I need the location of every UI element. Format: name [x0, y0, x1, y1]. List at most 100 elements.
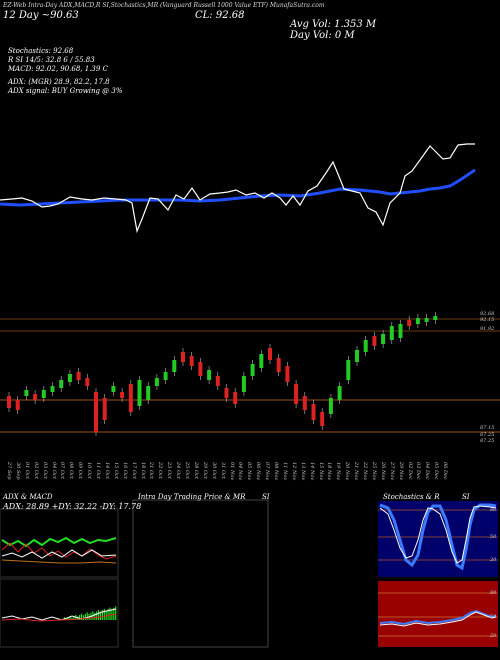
date-label: 14 Nov — [308, 462, 315, 481]
candle-body — [15, 400, 20, 410]
avg-volume: Avg Vol: 1.353 M — [290, 19, 377, 30]
candle-body — [363, 340, 368, 352]
macd-bar — [82, 615, 84, 620]
adx-panel — [0, 508, 119, 578]
price-line — [0, 143, 475, 234]
macd-white-line — [1, 608, 117, 621]
candle-body — [250, 364, 255, 376]
date-label: 01 Nov — [228, 462, 235, 481]
candle-body — [398, 324, 403, 338]
macd-bar — [115, 606, 117, 620]
date-label: 26 Nov — [379, 462, 386, 481]
candle-body — [181, 352, 185, 362]
date-label: 15 Nov — [317, 462, 324, 481]
candle-body — [328, 398, 333, 414]
macd-bar — [73, 616, 75, 620]
date-label: 10 Oct — [86, 462, 93, 479]
stochastics-panel — [378, 501, 498, 577]
adx-panel-title: ADX & MACD — [3, 493, 53, 501]
date-label: 18 Nov — [326, 462, 333, 481]
candle-body — [215, 376, 220, 386]
candle-body — [198, 362, 203, 376]
macd-bar — [101, 610, 103, 620]
candle-body — [7, 396, 11, 408]
adx-orange-line — [1, 559, 117, 564]
date-label: 12 Nov — [290, 462, 297, 481]
candle-body — [41, 390, 46, 398]
header-info-line: EZ-Web Intra-Day ADX,MACD,R SI,Stochasti… — [3, 2, 325, 9]
stoch-tick-20: 20 — [490, 557, 497, 563]
candles-group — [7, 312, 438, 436]
rsi-stat: R SI 14/5: 32.8 6 / 55.83 — [8, 56, 95, 64]
stoch-blue-line — [379, 503, 497, 571]
candle-body — [259, 354, 264, 368]
date-label: 21 Oct — [148, 462, 155, 479]
close-value: CL: 92.68 — [195, 10, 245, 21]
date-label: 19 Nov — [335, 462, 342, 481]
candle-body — [111, 386, 116, 392]
date-label: 04 Nov — [237, 462, 244, 481]
macd-bar — [109, 607, 111, 620]
candle-body — [294, 384, 299, 404]
date-label: 05 Dec — [433, 462, 440, 480]
price-label-top1: 92.68 — [480, 311, 495, 317]
macd-bar — [80, 613, 83, 620]
stoch-white-line — [379, 505, 497, 564]
candle-body — [268, 348, 272, 360]
candle-body — [372, 336, 377, 346]
date-label: 02 Oct — [32, 462, 39, 479]
date-label: 29 Oct — [201, 462, 208, 479]
date-label: 24 Oct — [175, 462, 182, 479]
candle-body — [389, 326, 394, 340]
stoch-tick-80: 80 — [490, 507, 497, 513]
date-label: 21 Nov — [353, 462, 360, 481]
date-label: 11 Nov — [281, 462, 288, 481]
candle-body — [407, 320, 412, 326]
candle-body — [276, 358, 281, 372]
date-label: 03 Dec — [415, 462, 422, 480]
day-volume: Day Vol: 0 M — [290, 30, 355, 41]
candle-body — [154, 378, 159, 386]
rsi-tick-20: 20 — [490, 633, 497, 639]
date-label: 05 Nov — [246, 462, 253, 481]
macd-bar — [79, 615, 81, 620]
adx-red-line — [1, 542, 117, 560]
date-label: 14 Oct — [103, 462, 110, 479]
macd-bar — [67, 617, 69, 620]
price-label-bot2: 87.25 — [480, 432, 495, 438]
candle-body — [424, 318, 429, 322]
adx-values: ADX: 28.89 +DY: 32.22 -DY: 17.78 — [3, 502, 142, 511]
date-label: 06 Nov — [255, 462, 262, 481]
date-label: 27 Sep — [6, 462, 12, 480]
macd-bar — [113, 607, 115, 620]
date-label: 30 Sep — [14, 462, 21, 480]
date-label: 02 Dec — [406, 462, 413, 480]
candle-body — [415, 318, 420, 324]
date-label: 08 Oct — [68, 462, 75, 479]
candle-body — [163, 372, 168, 380]
candle-body — [302, 396, 307, 410]
date-label: 22 Oct — [157, 462, 164, 479]
adx-stat: ADX: (MGR) 28.9, 82.2, 17.8 — [8, 78, 110, 86]
date-label: 07 Oct — [59, 462, 66, 479]
macd-bar — [103, 608, 105, 620]
candle-body — [224, 388, 229, 398]
day-average: 12 Day ~90.63 — [3, 10, 79, 21]
date-label: 30 Oct — [210, 462, 217, 479]
candle-body — [76, 372, 81, 380]
macd-bar — [86, 612, 88, 620]
candle-body — [120, 392, 125, 398]
candle-body — [24, 390, 29, 396]
candle-body — [433, 316, 438, 320]
date-label: 04 Dec — [424, 462, 431, 480]
candle-body — [137, 380, 142, 406]
rsi-tick-80: 80 — [490, 590, 497, 596]
rsi-tick-50: 50 — [490, 614, 497, 620]
candle-body — [337, 386, 342, 400]
date-label: 31 Oct — [219, 462, 226, 479]
price-label-top2: 92.15 — [480, 317, 495, 323]
candle-body — [189, 356, 194, 366]
date-label: 18 Oct — [139, 462, 146, 479]
candle-body — [85, 378, 90, 386]
